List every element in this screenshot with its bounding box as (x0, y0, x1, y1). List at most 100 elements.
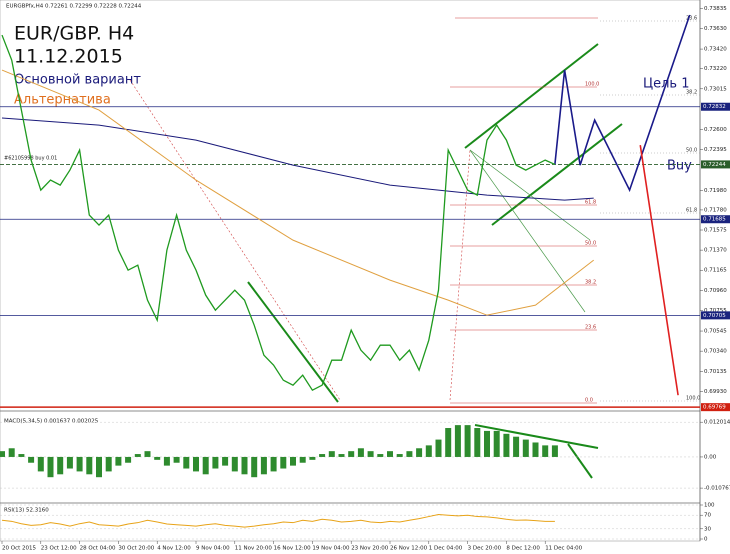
bar (154, 456, 161, 460)
bar (299, 456, 306, 463)
bar (193, 456, 199, 472)
bar (406, 451, 413, 457)
fib-label: 61.8 (585, 200, 596, 206)
y-tick-label: 0.73630 (704, 26, 727, 32)
bar (532, 442, 539, 457)
level-tag (701, 160, 730, 169)
y-tick-label: 0.72395 (704, 147, 727, 153)
series-line (1, 34, 556, 392)
bar (96, 456, 102, 478)
overlay-line (1, 117, 594, 201)
y-tick-label: 30 (704, 526, 711, 532)
x-tick-label: 4 Nov 12:00 (157, 546, 191, 552)
bar (309, 456, 316, 460)
fib-label: 23.6 (585, 325, 596, 331)
level-label: 0.72832 (703, 104, 726, 110)
bar (57, 456, 64, 475)
y-tick-label: 0.00 (704, 454, 717, 460)
y-tick-label: 0.70960 (704, 288, 727, 294)
y-tick-label: 0.70755 (704, 308, 727, 314)
bar (328, 451, 335, 457)
bar (493, 430, 500, 457)
bar (270, 456, 277, 472)
bar (513, 436, 520, 457)
bar (125, 456, 132, 463)
annotation: Buy (667, 159, 692, 174)
bar (348, 451, 355, 457)
level-tag (701, 403, 730, 412)
bar (435, 439, 442, 457)
x-tick-label: 28 Oct 04:00 (80, 546, 116, 552)
y-tick-label: 0.012014 (704, 420, 730, 426)
y-tick-label: 0.71575 (704, 228, 727, 234)
x-tick-label: 20 Oct 2015 (2, 546, 37, 552)
symbol-header: EURGBPfx,H4 0.72261 0.72299 0.72228 0.72… (6, 4, 142, 10)
y-tick-label: 70 (704, 513, 711, 519)
bar (425, 445, 432, 457)
y-tick-label: 0 (704, 537, 708, 543)
bar (8, 448, 15, 457)
level-tag (701, 102, 730, 111)
y-tick-label: 0.71370 (704, 248, 727, 254)
y-tick-label: 0.70340 (704, 349, 727, 355)
bar (503, 433, 510, 457)
trend-line (449, 149, 471, 401)
bar (542, 445, 549, 457)
fib-label: 100.0 (686, 396, 700, 402)
bar (522, 439, 529, 457)
bar (231, 456, 238, 472)
x-tick-label: 11 Nov 20:00 (235, 546, 273, 552)
bar (202, 456, 209, 475)
bar (464, 425, 471, 457)
bar (377, 454, 384, 457)
bar (454, 425, 461, 457)
bar (474, 428, 481, 457)
x-tick-label: 11 Dec 04:00 (545, 546, 582, 552)
bar (134, 454, 141, 457)
x-tick-label: 3 Dec 20:00 (468, 546, 502, 552)
bar (144, 451, 151, 457)
fib-label: 50.0 (686, 148, 697, 154)
bar (115, 456, 122, 466)
x-tick-label: 1 Dec 04:00 (429, 546, 463, 552)
bar (416, 448, 423, 457)
bar (86, 456, 93, 475)
x-tick-label: 9 Nov 04:00 (196, 546, 230, 552)
x-tick-label: 30 Oct 20:00 (118, 546, 154, 552)
bar (251, 456, 258, 478)
y-tick-label: 0.71165 (704, 268, 727, 274)
fib-label: 0.0 (585, 398, 593, 404)
bar (105, 456, 112, 472)
annotation: Основной вариант (14, 73, 141, 88)
y-tick-label: 0.73015 (704, 86, 727, 92)
bar (183, 456, 190, 469)
fib-label: 50.0 (585, 241, 596, 247)
x-tick-label: 23 Nov 20:00 (351, 546, 389, 552)
bar (338, 454, 345, 457)
bar (37, 456, 44, 472)
bar (387, 451, 393, 457)
x-tick-label: 23 Oct 12:00 (41, 546, 77, 552)
overlay-line (639, 144, 679, 396)
y-tick-label: 0.73835 (704, 6, 727, 12)
fib-label: 61.8 (686, 208, 697, 214)
y-tick-label: 0.73220 (704, 66, 727, 72)
y-tick-label: 0.69930 (704, 389, 727, 395)
fib-label: 100.0 (585, 82, 599, 88)
bar (484, 430, 490, 457)
x-tick-label: 8 Dec 12:00 (506, 546, 540, 552)
y-tick-label: 0.70135 (704, 369, 727, 375)
bar (163, 456, 170, 466)
panel-title: RSI(13) 52.3160 (4, 508, 49, 514)
bar (551, 445, 558, 457)
bar (319, 454, 326, 457)
y-tick-label: 100 (704, 503, 715, 509)
x-tick-label: 16 Nov 12:00 (274, 546, 312, 552)
bar (66, 456, 73, 469)
series-line (1, 514, 555, 528)
bar (445, 428, 452, 457)
level-label: 0.70705 (703, 313, 726, 319)
chart-subtitle: 11.12.2015 (14, 46, 123, 68)
